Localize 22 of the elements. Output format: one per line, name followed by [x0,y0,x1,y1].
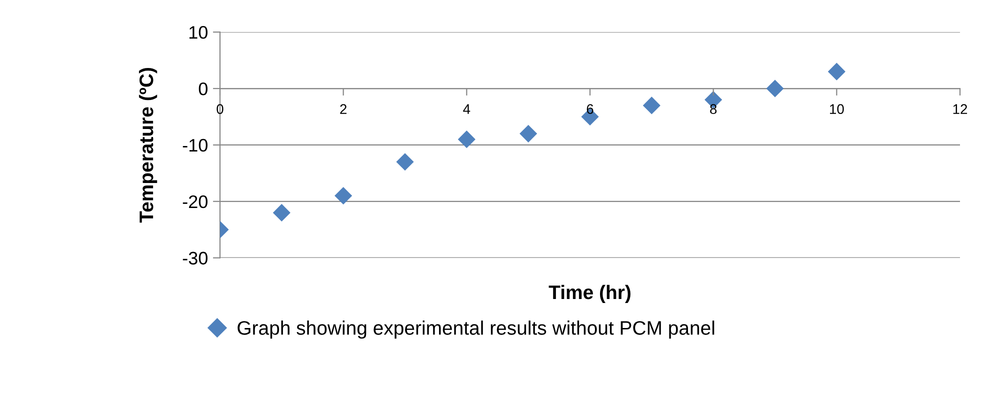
x-tick-label: 8 [710,104,717,114]
point [828,62,846,80]
x-axis-title: Time (hr) [548,284,630,304]
point [334,186,352,205]
point [272,204,290,222]
y-tick-label: 0 [198,82,208,96]
point [520,124,538,142]
y-tick-label: 10 [189,26,208,39]
x-tick-label: 2 [340,104,346,114]
y-tick-label: -10 [182,138,208,152]
point [458,130,476,148]
point [642,96,660,114]
x-tick-label: 4 [463,104,470,114]
x-tick-label: 0 [216,104,224,114]
x-tick-label: 12 [953,104,968,114]
point [766,80,784,98]
x-tick-label: 10 [830,104,844,114]
legend-label: Graph showing experimental results without PCM panel [238,320,714,339]
y-tick-label: -20 [182,195,208,208]
y-axis-title: Temperature (ºC) [138,68,158,223]
point [396,153,414,171]
y-tick-label: -30 [182,252,208,265]
